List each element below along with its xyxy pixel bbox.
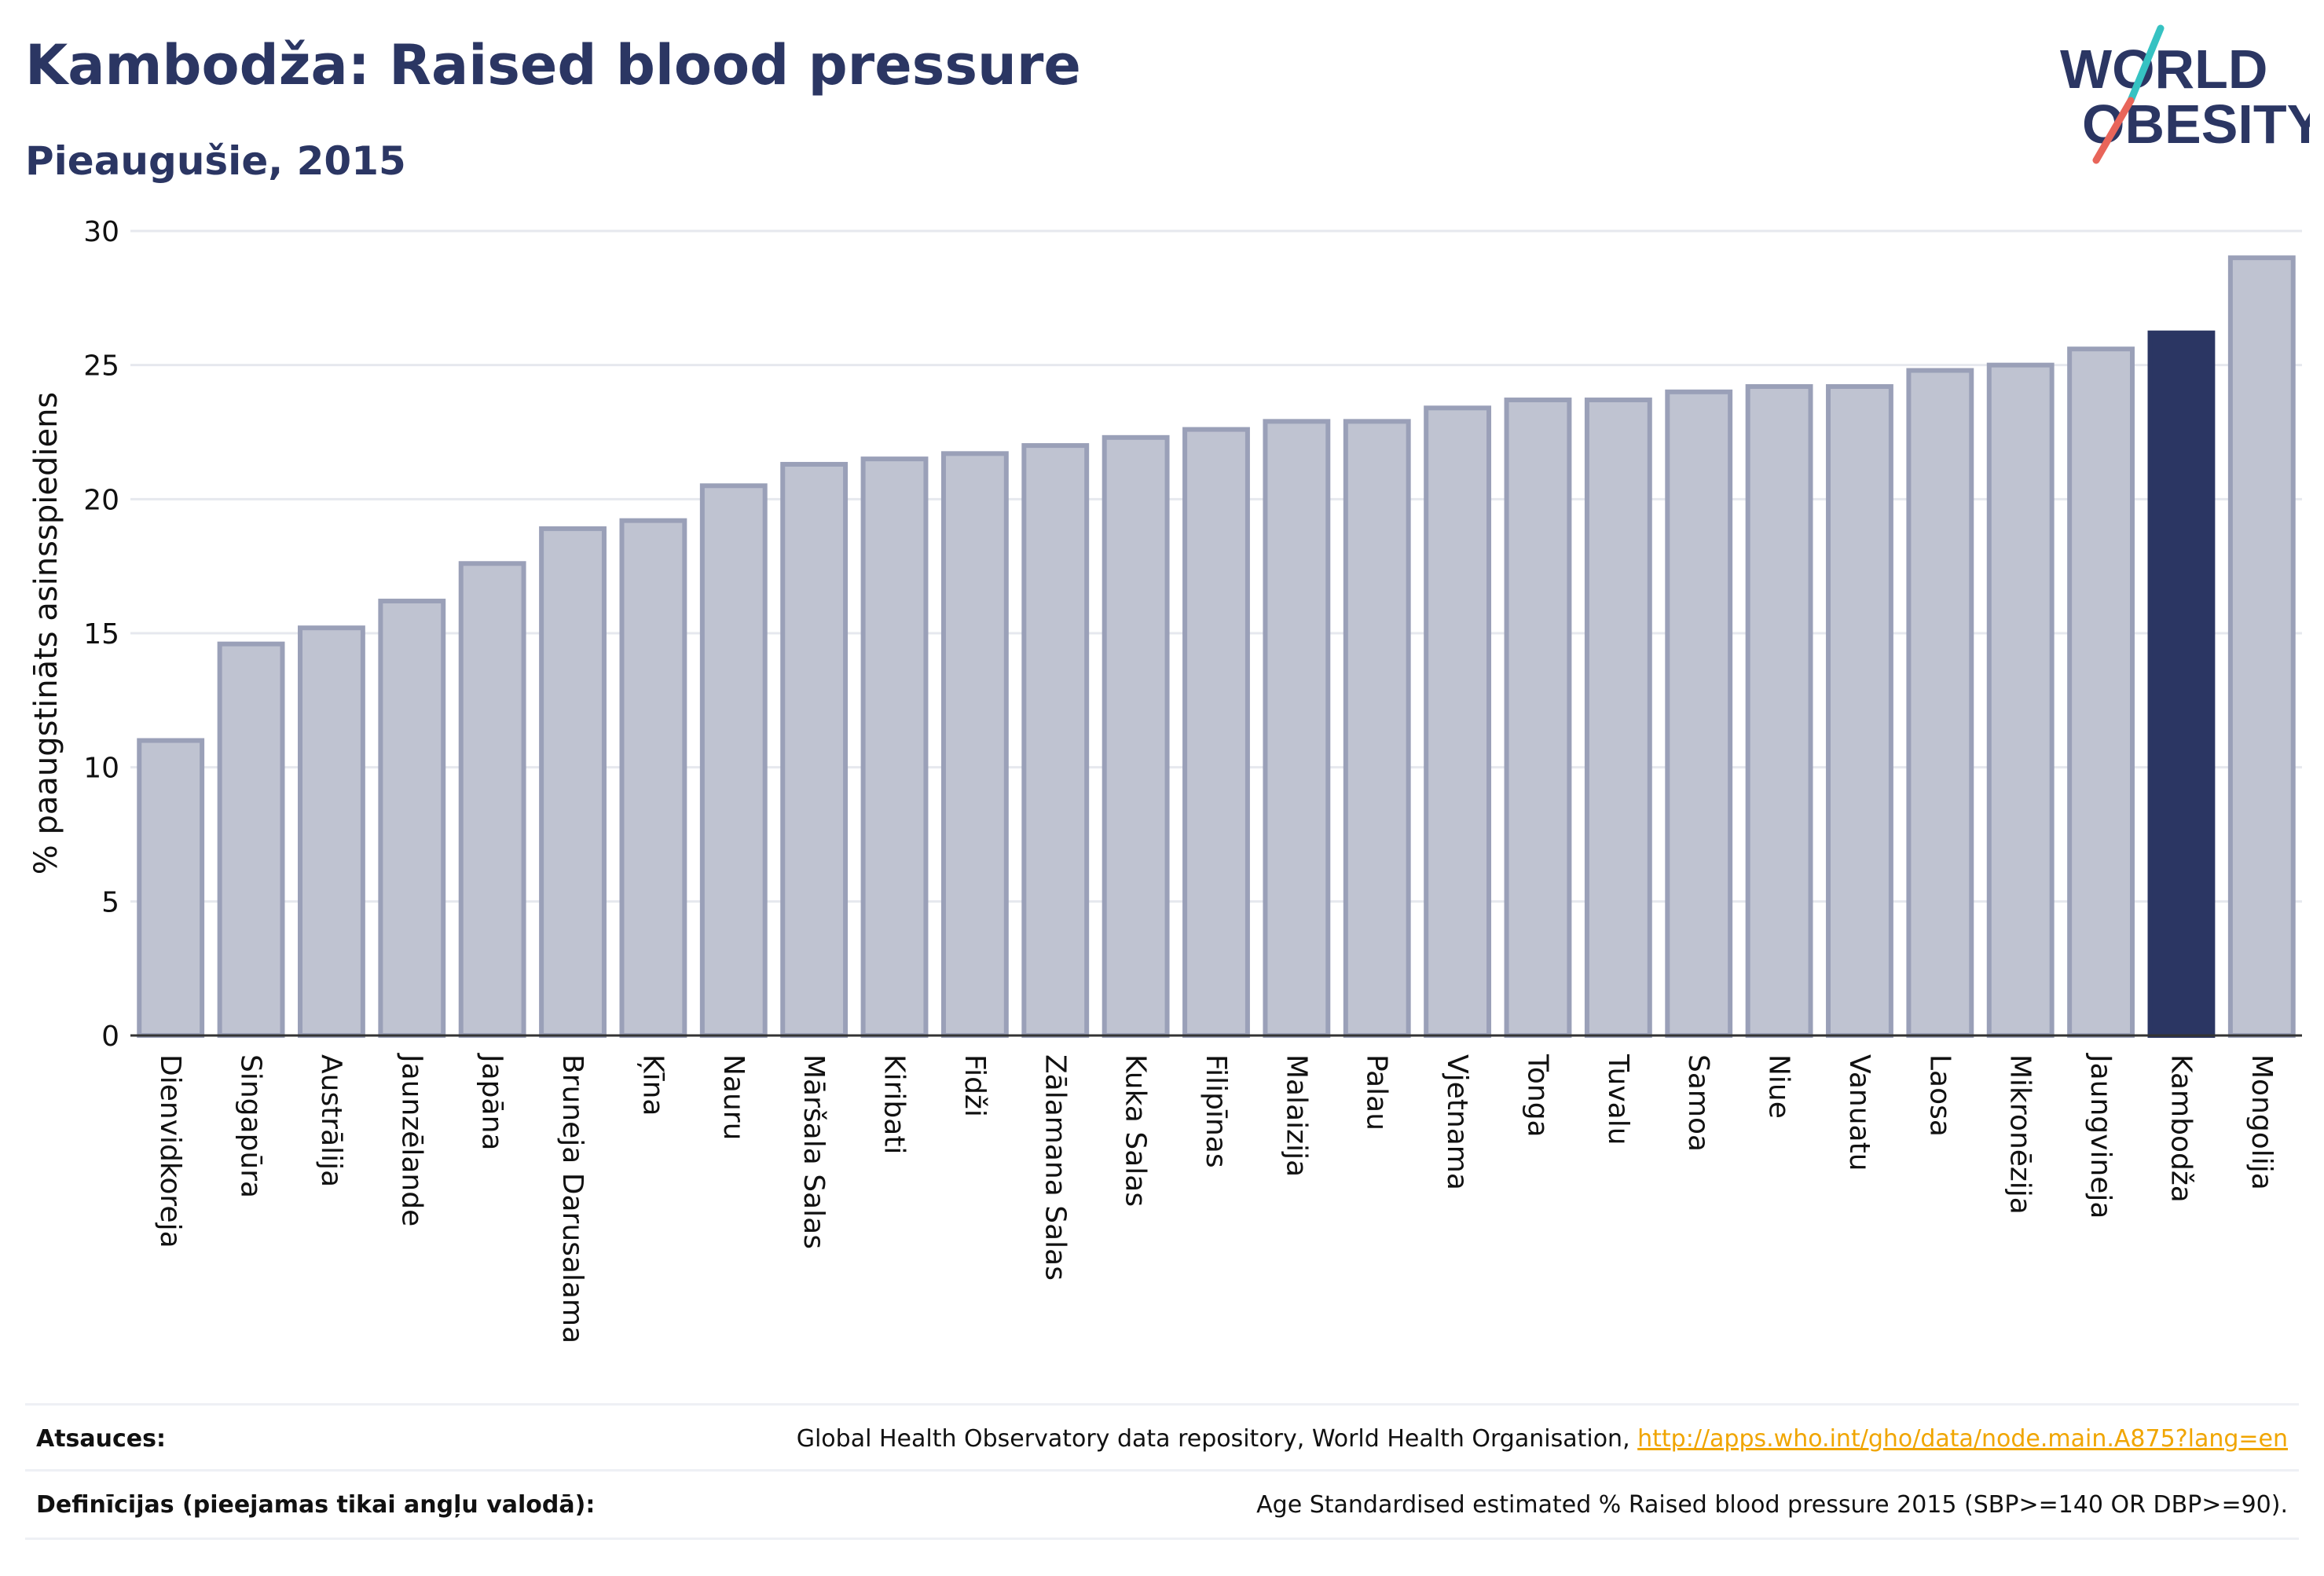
chart-title: Kambodža: Raised blood pressure bbox=[25, 33, 1081, 97]
chart-footer: Atsauces: Global Health Observatory data… bbox=[25, 1403, 2299, 1540]
x-tick-label: Vanuatu bbox=[1843, 1054, 1875, 1171]
x-tick-label: Malaizija bbox=[1280, 1054, 1312, 1177]
y-tick-label: 25 bbox=[83, 350, 119, 383]
bar bbox=[780, 461, 849, 1038]
x-tick-label: Austrālija bbox=[315, 1054, 347, 1187]
definitions-row: Definīcijas (pieejamas tikai angļu valod… bbox=[25, 1469, 2299, 1540]
x-tick-label: Zālamana Salas bbox=[1039, 1054, 1071, 1281]
bar bbox=[619, 518, 687, 1038]
bar bbox=[2067, 346, 2135, 1039]
x-tick-label: Tonga bbox=[1521, 1054, 1553, 1138]
x-tick-label: Bruneja Darusalama bbox=[556, 1054, 588, 1343]
logo-line-1: WORLD bbox=[2060, 38, 2267, 100]
world-obesity-logo: WORLD OBESITY bbox=[2060, 24, 2310, 164]
bar bbox=[539, 526, 607, 1038]
y-tick-label: 15 bbox=[83, 618, 119, 651]
sources-row: Atsauces: Global Health Observatory data… bbox=[25, 1403, 2299, 1472]
bar bbox=[1102, 434, 1170, 1038]
bars bbox=[137, 255, 2296, 1039]
bar bbox=[1584, 398, 1652, 1039]
y-tick-label: 0 bbox=[101, 1021, 119, 1053]
definitions-label: Definīcijas (pieejamas tikai angļu valod… bbox=[36, 1490, 596, 1519]
x-tick-label: Dienvidkoreja bbox=[154, 1054, 186, 1248]
logo-slash-teal bbox=[2127, 24, 2165, 104]
bar bbox=[1263, 419, 1331, 1038]
x-tick-label: Laosa bbox=[1923, 1054, 1956, 1137]
x-tick-label: Vjetnama bbox=[1441, 1054, 1473, 1190]
x-tick-label: Māršala Salas bbox=[797, 1054, 830, 1249]
bar bbox=[378, 599, 446, 1038]
bar bbox=[1182, 427, 1250, 1038]
bar bbox=[940, 451, 1009, 1038]
logo-slash-coral bbox=[2092, 97, 2135, 164]
bar bbox=[298, 625, 365, 1038]
bar-chart: 0 5 10 15 20 25 30 Dienvidkoreja Singapūra Austr… bbox=[28, 216, 2302, 1343]
bar bbox=[458, 561, 526, 1038]
x-tick-label: Niue bbox=[1763, 1054, 1795, 1119]
x-tick-label: Filipīnas bbox=[1200, 1054, 1232, 1168]
y-tick-label: 30 bbox=[83, 216, 119, 248]
x-tick-label: Palau bbox=[1361, 1054, 1393, 1131]
definitions-value: Age Standardised estimated % Raised bloo… bbox=[1256, 1490, 2288, 1519]
bar bbox=[1021, 443, 1090, 1038]
x-tick-label: Kuka Salas bbox=[1120, 1054, 1152, 1207]
y-tick-label: 5 bbox=[101, 886, 119, 918]
bar bbox=[2147, 330, 2216, 1038]
bar bbox=[699, 483, 768, 1038]
bar bbox=[217, 641, 285, 1038]
bar bbox=[1826, 383, 1893, 1038]
y-tick-label: 20 bbox=[83, 484, 119, 516]
sources-text: Global Health Observatory data repositor… bbox=[796, 1424, 1638, 1453]
x-tick-label: Samoa bbox=[1682, 1054, 1714, 1152]
y-tick-labels: 0 5 10 15 20 25 30 bbox=[83, 216, 119, 1053]
x-tick-label: Mongolija bbox=[2245, 1054, 2278, 1190]
x-tick-label: Fidži bbox=[959, 1054, 991, 1117]
chart-subtitle: Pieaugušie, 2015 bbox=[25, 138, 406, 184]
x-tick-label: Ķīna bbox=[636, 1054, 669, 1116]
bar bbox=[1986, 362, 2055, 1038]
bar bbox=[1906, 368, 1974, 1038]
bar bbox=[1504, 398, 1572, 1039]
bar bbox=[1343, 419, 1411, 1038]
x-tick-label: Japāna bbox=[476, 1053, 508, 1150]
y-axis-label: % paaugstināts asinsspiediens bbox=[28, 392, 64, 875]
bar bbox=[860, 456, 929, 1038]
x-tick-label: Mikronēzija bbox=[2004, 1054, 2036, 1215]
bar bbox=[1745, 383, 1813, 1038]
x-tick-label: Nauru bbox=[717, 1054, 750, 1140]
y-tick-label: 10 bbox=[83, 753, 119, 785]
x-tick-label: Tuvalu bbox=[1602, 1054, 1634, 1145]
bar bbox=[137, 738, 205, 1038]
x-tick-label: Singapūra bbox=[235, 1054, 267, 1198]
x-tick-labels: Dienvidkoreja Singapūra Austrālija Jaunzēla… bbox=[154, 1053, 2278, 1343]
sources-label: Atsauces: bbox=[36, 1424, 166, 1453]
x-tick-label: Jaunzēlande bbox=[395, 1053, 427, 1226]
x-tick-label: Jaungvineja bbox=[2084, 1053, 2117, 1219]
sources-value: Global Health Observatory data repositor… bbox=[797, 1425, 2299, 1453]
bar bbox=[1424, 405, 1492, 1038]
bar bbox=[1665, 389, 1733, 1038]
bar bbox=[2227, 255, 2296, 1038]
sources-link[interactable]: http://apps.who.int/gho/data/node.main.A… bbox=[1637, 1424, 2288, 1453]
x-tick-label: Kambodža bbox=[2165, 1054, 2197, 1203]
x-tick-label: Kiribati bbox=[878, 1054, 911, 1154]
